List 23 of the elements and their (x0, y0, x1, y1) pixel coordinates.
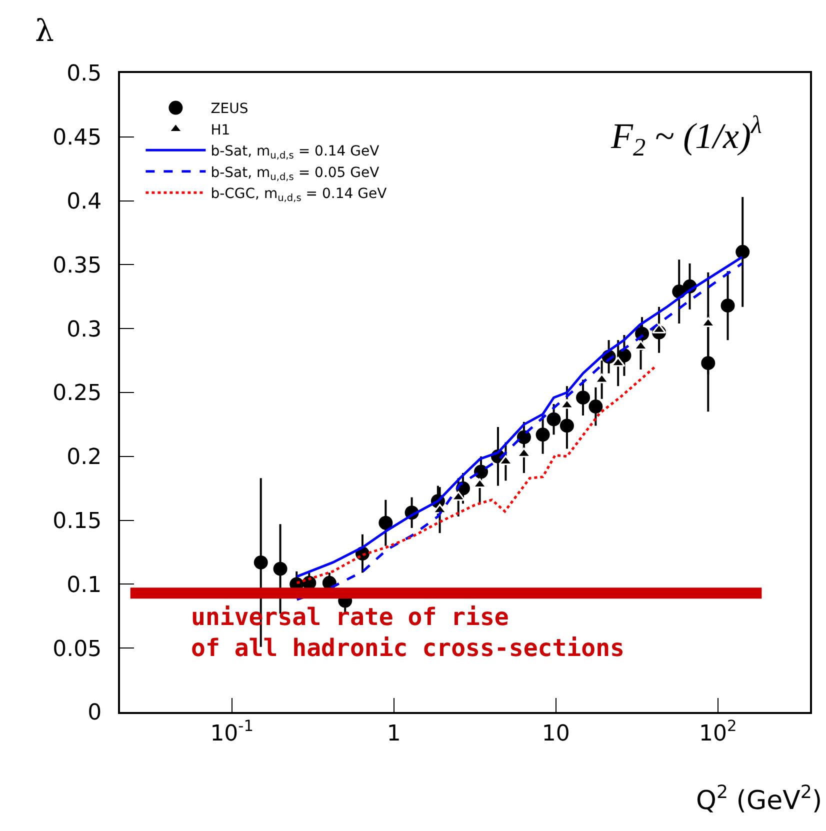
legend-label: ZEUS (210, 101, 248, 118)
y-tick-label: 0.5 (66, 62, 102, 87)
y-tick-label: 0.05 (52, 636, 102, 662)
y-tick-label: 0.1 (66, 572, 102, 598)
x-tick-label: 10$^{2}$ (699, 717, 737, 746)
y-tick-label: 0 (88, 700, 102, 726)
annotation: F$_{2}$ ~ (1/x)$^{λ}$ (610, 112, 762, 162)
x-tick-label: 10 (542, 721, 570, 746)
legend-label: b-Sat, m$_{u,d,s}$ = 0.05 GeV (210, 164, 380, 183)
x-axis-title: Q$^{2}$ (GeV$^{2}$) (696, 782, 822, 816)
y-tick-label: 0.2 (66, 445, 102, 470)
y-tick-label: 0.15 (52, 509, 102, 534)
x-tick-label: 1 (386, 721, 401, 746)
legend-label: b-CGC, m$_{u,d,s}$ = 0.14 GeV (210, 186, 388, 204)
y-tick-label: 0.35 (52, 253, 102, 278)
legend-label: b-Sat, m$_{u,d,s}$ = 0.14 GeV (210, 144, 380, 162)
y-tick-label: 0.25 (52, 381, 102, 406)
y-tick-label: 0.45 (52, 126, 102, 151)
x-tick-label: 10$^{-1}$ (210, 717, 254, 746)
y-tick-label: 0.4 (66, 190, 102, 214)
y-tick-label: 0.3 (66, 317, 102, 342)
y-axis-title: λ (35, 14, 54, 49)
legend-label: H1 (210, 122, 230, 138)
